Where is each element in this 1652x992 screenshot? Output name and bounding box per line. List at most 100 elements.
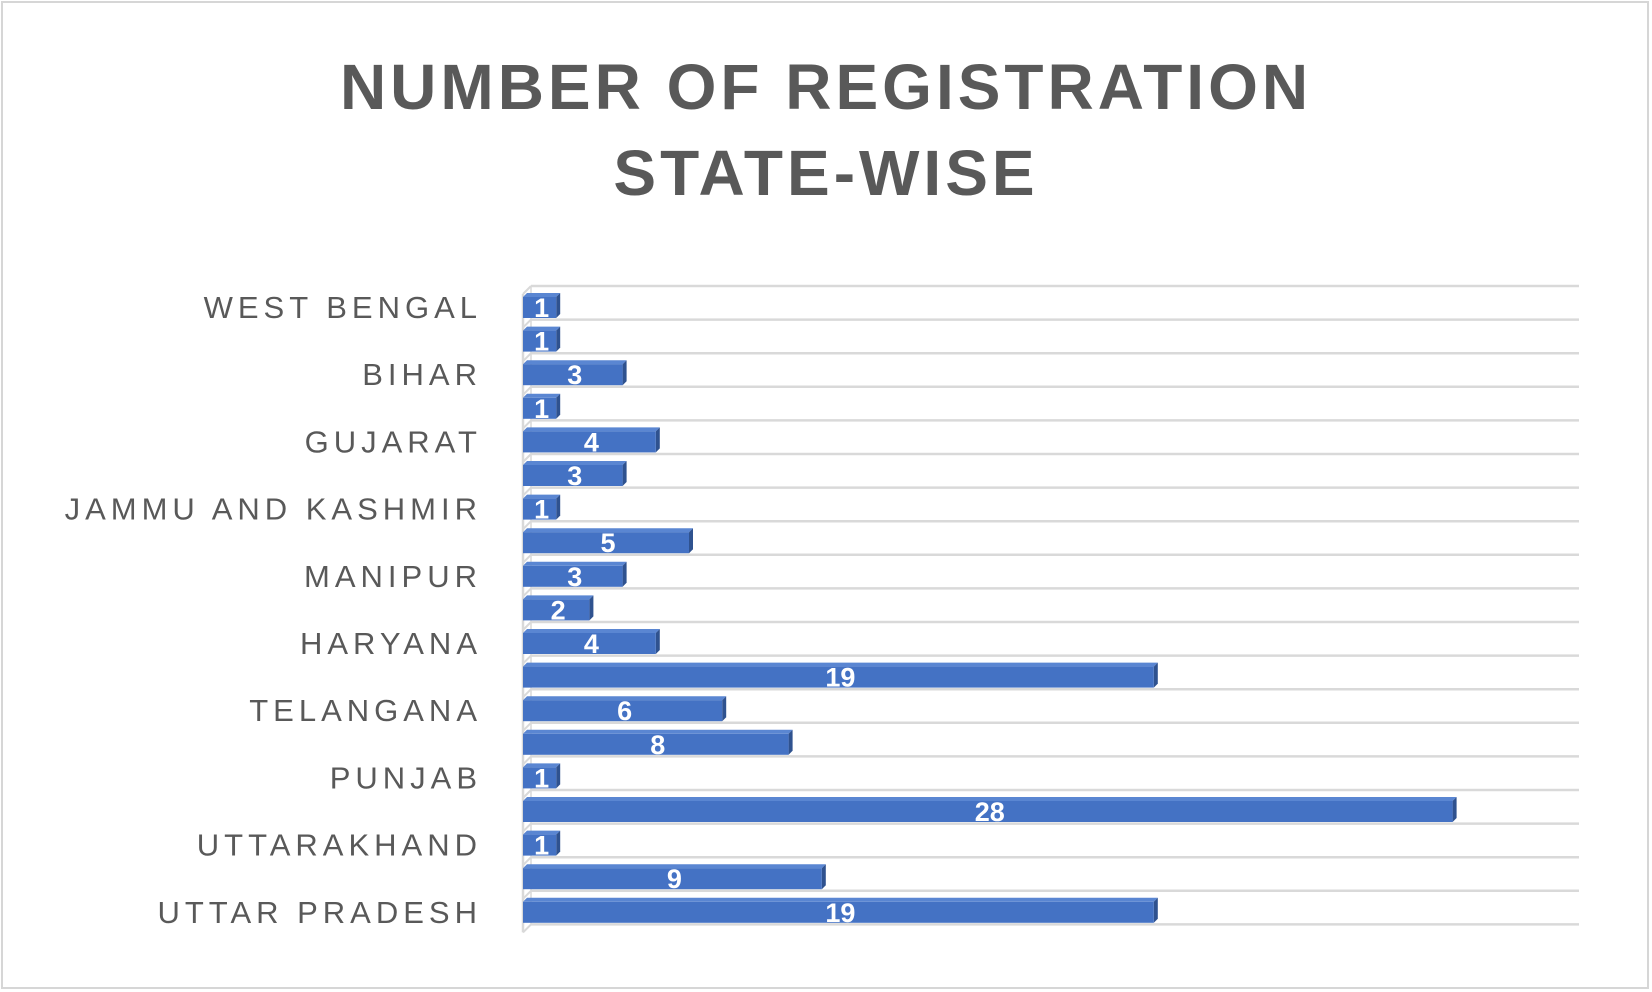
- gridline-slant: [522, 621, 532, 631]
- data-label: 8: [650, 730, 665, 760]
- data-label: 1: [534, 327, 549, 357]
- data-label: 9: [667, 864, 682, 894]
- gridline-slant: [522, 453, 532, 463]
- data-label: 1: [534, 293, 549, 323]
- data-label: 1: [534, 763, 549, 793]
- data-label: 1: [534, 831, 549, 861]
- data-label: 28: [975, 797, 1005, 827]
- gridline-slant: [522, 856, 532, 866]
- gridline-slant: [522, 520, 532, 530]
- bar: [523, 599, 590, 621]
- bar: [523, 700, 723, 722]
- gridline-slant: [522, 285, 532, 295]
- gridline-slant: [522, 789, 532, 799]
- category-label: UTTARAKHAND: [197, 828, 482, 863]
- gridline-slant: [522, 822, 532, 833]
- bar-top-face: [523, 595, 594, 600]
- category-label: BIHAR: [362, 357, 482, 392]
- data-label: 3: [567, 360, 582, 390]
- gridline-slant: [522, 352, 532, 362]
- bar-side-face: [556, 763, 561, 789]
- bar-top-face: [523, 797, 1457, 801]
- category-label: HARYANA: [300, 626, 482, 661]
- data-label: 19: [825, 663, 855, 693]
- bar-side-face: [556, 494, 561, 520]
- bar: [523, 498, 557, 520]
- gridline-slant: [522, 486, 532, 497]
- bar: [523, 767, 557, 789]
- data-label: 1: [534, 394, 549, 424]
- bar: [523, 733, 789, 755]
- bar-side-face: [1153, 897, 1158, 923]
- bar: [523, 330, 557, 352]
- data-label: 1: [534, 495, 549, 525]
- bar-side-face: [622, 461, 627, 486]
- bar: [523, 364, 623, 386]
- gridlines: [521, 284, 1579, 934]
- bar-side-face: [556, 393, 561, 419]
- bar-top-face: [523, 561, 627, 566]
- bar: [523, 532, 689, 554]
- bar-side-face: [589, 595, 594, 621]
- gridline-slant: [522, 654, 532, 665]
- bar: [523, 431, 656, 453]
- bar-top-face: [523, 729, 793, 734]
- category-label: GUJARAT: [305, 424, 482, 459]
- data-label: 3: [567, 562, 582, 592]
- category-label: UTTAR PRADESH: [157, 895, 482, 930]
- bar-top-face: [523, 293, 561, 297]
- bar: [523, 397, 557, 419]
- bar-side-face: [1452, 797, 1457, 822]
- bar-side-face: [655, 629, 660, 654]
- gridline-slant: [522, 386, 532, 396]
- bar-top-face: [523, 494, 561, 499]
- bars: [523, 293, 1457, 923]
- bar-top-face: [523, 662, 1158, 667]
- gridline-slant: [522, 419, 532, 430]
- bar-top-face: [523, 830, 561, 835]
- bar-side-face: [556, 326, 561, 352]
- bar-side-face: [1153, 662, 1158, 688]
- bar-side-face: [556, 293, 561, 318]
- category-labels: WEST BENGAL BIHAR GUJARAT JAMMU AND KASHMIR…: [65, 290, 482, 930]
- bar: [523, 297, 557, 318]
- bar: [523, 834, 557, 856]
- bar: [523, 868, 822, 890]
- bar: [523, 633, 656, 654]
- bar-top-face: [523, 393, 561, 398]
- bar-side-face: [722, 696, 727, 722]
- data-label: 5: [600, 528, 615, 558]
- bar-top-face: [523, 528, 693, 533]
- data-label: 4: [584, 629, 599, 659]
- bar-top-face: [523, 897, 1158, 902]
- chart-title: NUMBER OF REGISTRATION STATE-WISE: [339, 51, 1313, 209]
- bar-side-face: [689, 528, 693, 554]
- category-label: JAMMU AND KASHMIR: [65, 492, 482, 527]
- gridline-slant: [522, 554, 532, 564]
- bar: [523, 666, 1154, 688]
- bar-top-face: [523, 864, 826, 869]
- data-label: 6: [617, 696, 632, 726]
- gridline-slant: [522, 890, 532, 900]
- bar-top-face: [523, 427, 660, 432]
- bar-top-face: [523, 326, 561, 331]
- category-label: MANIPUR: [304, 559, 482, 594]
- bar-side-face: [622, 561, 627, 587]
- bar: [523, 901, 1154, 923]
- category-label: PUNJAB: [330, 760, 482, 795]
- bar-top-face: [523, 763, 561, 768]
- bar-side-face: [788, 729, 793, 755]
- gridline-slant: [522, 587, 532, 598]
- data-label: 4: [584, 427, 599, 457]
- gridline-slant: [522, 722, 532, 732]
- category-label: TELANGANA: [249, 693, 482, 728]
- data-label: 2: [551, 595, 566, 625]
- bar: [523, 801, 1453, 822]
- bar-side-face: [556, 830, 561, 856]
- data-label: 19: [825, 898, 855, 928]
- category-label: WEST BENGAL: [204, 290, 482, 325]
- bar-top-face: [523, 461, 627, 465]
- bar-top-face: [523, 360, 627, 365]
